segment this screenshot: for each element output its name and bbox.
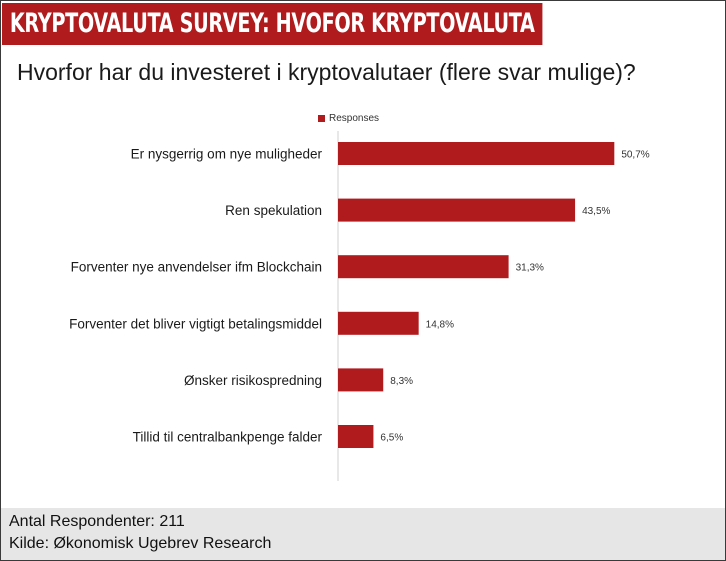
bar bbox=[338, 311, 419, 335]
category-label: Forventer nye anvendelser ifm Blockchain bbox=[71, 260, 322, 275]
data-label: 14,8% bbox=[426, 319, 454, 330]
bar bbox=[338, 425, 374, 448]
bar bbox=[338, 198, 576, 222]
banner-title: KRYPTOVALUTA SURVEY: HVOFOR KRYPTOVALUTA bbox=[2, 3, 543, 45]
bar bbox=[338, 255, 509, 279]
legend-label: Responses bbox=[329, 112, 380, 124]
category-label: Ønsker risikospredning bbox=[184, 373, 322, 388]
bar-chart: Er nysgerrig om nye muligheder 50,7% Ren s… bbox=[69, 131, 650, 481]
data-label: 6,5% bbox=[380, 433, 403, 444]
data-label: 50,7% bbox=[621, 150, 649, 161]
bar bbox=[338, 368, 384, 392]
legend: Responses bbox=[318, 111, 379, 125]
footer: Antal Respondenter: 211 Kilde: Økonomisk… bbox=[1, 508, 725, 560]
data-label: 8,3% bbox=[390, 376, 413, 387]
respondents-count: Antal Respondenter: 211 bbox=[9, 513, 185, 530]
category-label: Ren spekulation bbox=[225, 203, 322, 218]
chart-question-title: Hvorfor har du investeret i kryptovaluta… bbox=[17, 59, 636, 85]
legend-swatch bbox=[318, 114, 325, 122]
category-label: Tillid til centralbankpenge falder bbox=[133, 430, 323, 445]
source-credit: Kilde: Økonomisk Ugebrev Research bbox=[9, 535, 272, 552]
data-label: 31,3% bbox=[516, 263, 544, 274]
category-label: Forventer det bliver vigtigt betalingsmi… bbox=[69, 316, 322, 331]
category-label: Er nysgerrig om nye muligheder bbox=[131, 147, 323, 162]
bar bbox=[338, 142, 615, 165]
data-label: 43,5% bbox=[582, 206, 610, 217]
